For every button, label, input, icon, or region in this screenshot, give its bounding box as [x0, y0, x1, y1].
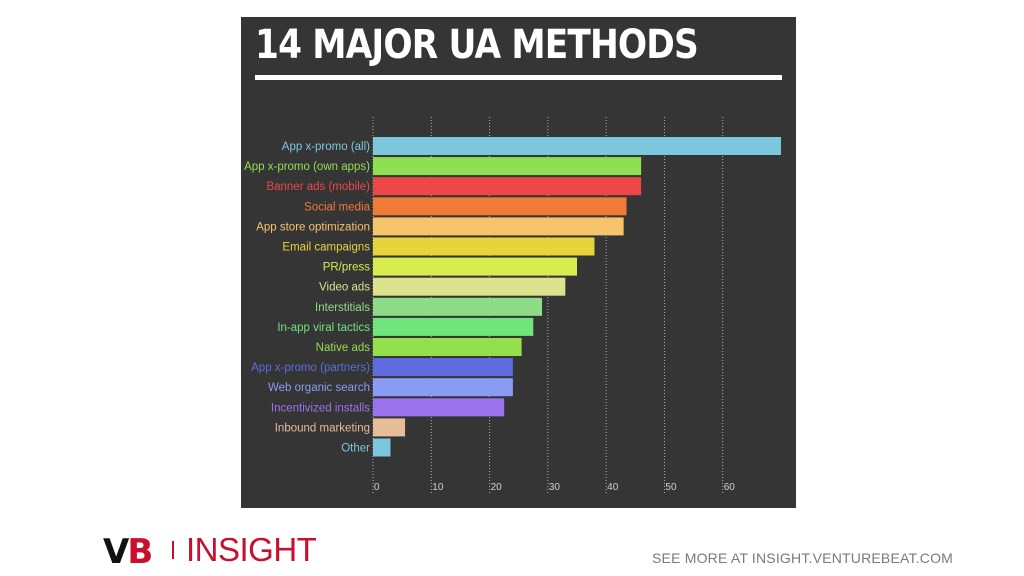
- bar: [373, 378, 513, 397]
- bar: [373, 438, 391, 457]
- bar: [373, 257, 577, 276]
- bar: [373, 137, 781, 155]
- x-tick-label: 0: [374, 482, 380, 493]
- category-label: Banner ads (mobile): [266, 181, 370, 193]
- x-tick-label: 10: [432, 482, 444, 493]
- category-label: Email campaigns: [282, 242, 370, 254]
- bar: [373, 358, 513, 377]
- category-label: Native ads: [316, 342, 371, 354]
- bar: [373, 197, 627, 216]
- category-label: Interstitials: [315, 302, 370, 314]
- category-label: Other: [341, 443, 370, 455]
- x-tick-label: 20: [491, 482, 503, 493]
- bar: [373, 157, 642, 176]
- category-label: Inbound marketing: [275, 422, 370, 434]
- title-underline: [255, 75, 782, 80]
- category-label: Web organic search: [268, 382, 370, 394]
- bar: [373, 317, 534, 336]
- category-label: Incentivized installs: [271, 402, 370, 414]
- footer-link: SEE MORE AT INSIGHT.VENTUREBEAT.COM: [652, 550, 954, 566]
- category-label: In-app viral tactics: [277, 322, 370, 334]
- bar: [373, 338, 522, 356]
- category-label: Video ads: [319, 282, 370, 294]
- x-tick-label: 30: [549, 482, 561, 493]
- x-tick-label: 60: [724, 482, 736, 493]
- x-tick-label: 50: [665, 482, 677, 493]
- logo-separator: [172, 541, 174, 559]
- bar: [373, 297, 543, 316]
- category-label: App x-promo (partners): [251, 362, 370, 374]
- category-label: Social media: [304, 201, 370, 213]
- bar-chart: 0 10 20 30 40 50 60 App x-promo (all) App x-prom…: [244, 117, 781, 495]
- bar: [373, 398, 505, 417]
- category-label: App store optimization: [256, 221, 370, 233]
- bar: [373, 237, 595, 256]
- bar: [373, 177, 642, 196]
- insight-wordmark: INSIGHT: [186, 531, 317, 568]
- bar: [373, 277, 566, 296]
- category-label: PR/press: [323, 262, 371, 274]
- x-tick-label: 40: [607, 482, 619, 493]
- category-label: App x-promo (own apps): [244, 161, 370, 173]
- bar: [373, 217, 624, 236]
- venturebeat-logo: VB: [103, 532, 153, 572]
- category-label: App x-promo (all): [282, 141, 370, 153]
- chart-title: 14 MAJOR UA METHODS: [255, 22, 699, 68]
- bar: [373, 418, 406, 437]
